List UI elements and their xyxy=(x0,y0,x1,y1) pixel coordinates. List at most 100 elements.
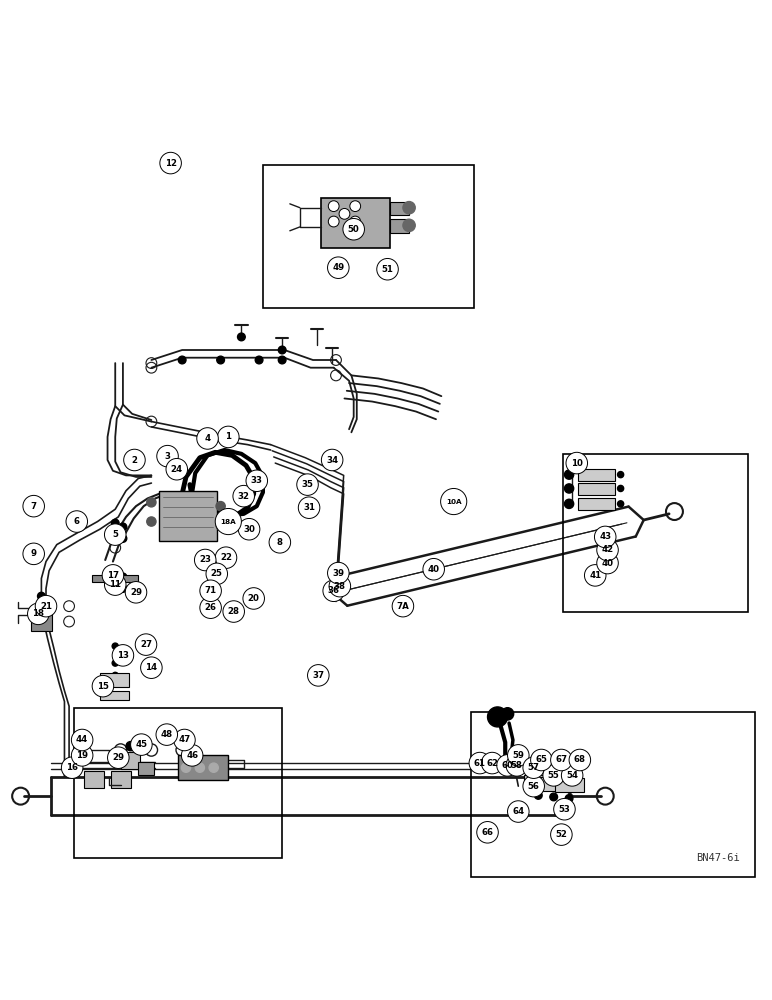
Circle shape xyxy=(618,485,624,492)
Circle shape xyxy=(111,569,119,577)
Circle shape xyxy=(279,346,286,354)
Bar xyxy=(100,691,129,700)
Text: 29: 29 xyxy=(130,588,142,597)
Circle shape xyxy=(206,563,228,585)
Text: 52: 52 xyxy=(555,830,567,839)
Text: 17: 17 xyxy=(107,571,119,580)
Circle shape xyxy=(174,729,195,751)
Circle shape xyxy=(200,597,222,618)
Text: 33: 33 xyxy=(251,476,262,485)
Circle shape xyxy=(597,552,618,574)
Text: 53: 53 xyxy=(558,805,571,814)
Text: 68: 68 xyxy=(574,755,586,764)
Circle shape xyxy=(561,765,583,786)
Text: 64: 64 xyxy=(513,807,524,816)
Circle shape xyxy=(441,488,467,515)
Circle shape xyxy=(543,765,564,786)
Circle shape xyxy=(343,218,364,240)
Circle shape xyxy=(112,645,134,666)
Text: 50: 50 xyxy=(348,225,360,234)
Circle shape xyxy=(111,531,119,538)
Circle shape xyxy=(534,792,542,799)
Circle shape xyxy=(126,742,135,751)
Circle shape xyxy=(256,356,263,364)
Text: 32: 32 xyxy=(238,492,249,501)
Circle shape xyxy=(392,595,414,617)
Circle shape xyxy=(181,745,203,766)
Text: 30: 30 xyxy=(243,525,255,534)
Circle shape xyxy=(327,257,349,278)
Bar xyxy=(138,762,154,775)
Circle shape xyxy=(550,767,557,775)
Circle shape xyxy=(327,562,349,584)
Circle shape xyxy=(550,793,557,801)
Text: 46: 46 xyxy=(186,751,198,760)
Circle shape xyxy=(564,484,574,493)
Circle shape xyxy=(30,610,38,618)
Text: 49: 49 xyxy=(332,263,344,272)
Text: 22: 22 xyxy=(220,553,232,562)
Text: 39: 39 xyxy=(332,569,344,578)
Circle shape xyxy=(135,634,157,655)
Bar xyxy=(555,778,584,792)
Text: 10A: 10A xyxy=(446,499,462,505)
Circle shape xyxy=(423,558,445,580)
Circle shape xyxy=(507,745,529,766)
Text: 40: 40 xyxy=(428,565,440,574)
Text: 15: 15 xyxy=(97,682,109,691)
Circle shape xyxy=(23,543,45,565)
Circle shape xyxy=(523,757,544,778)
Text: 25: 25 xyxy=(211,569,222,578)
Circle shape xyxy=(594,526,616,548)
Text: 37: 37 xyxy=(312,671,324,680)
Text: 34: 34 xyxy=(326,456,338,465)
Text: 26: 26 xyxy=(205,603,217,612)
Text: 23: 23 xyxy=(199,555,212,564)
Circle shape xyxy=(506,755,527,776)
Circle shape xyxy=(307,665,329,686)
Text: 16: 16 xyxy=(66,763,78,772)
Circle shape xyxy=(197,428,218,449)
Circle shape xyxy=(209,763,218,772)
Circle shape xyxy=(329,575,350,597)
Text: BN47-6i: BN47-6i xyxy=(696,853,740,863)
Bar xyxy=(390,202,409,215)
Bar xyxy=(178,755,229,780)
Circle shape xyxy=(550,749,572,771)
Circle shape xyxy=(523,775,544,797)
Circle shape xyxy=(223,601,245,622)
Text: 14: 14 xyxy=(145,663,157,672)
Circle shape xyxy=(112,672,118,678)
Circle shape xyxy=(36,595,57,617)
Circle shape xyxy=(496,755,518,776)
Text: 28: 28 xyxy=(228,607,239,616)
Circle shape xyxy=(530,749,552,771)
Circle shape xyxy=(215,508,242,535)
Circle shape xyxy=(71,729,93,751)
Circle shape xyxy=(403,219,415,232)
Text: 6: 6 xyxy=(74,517,80,526)
Bar xyxy=(578,498,615,510)
Circle shape xyxy=(104,524,126,545)
Circle shape xyxy=(296,474,318,495)
Circle shape xyxy=(566,452,587,474)
Bar xyxy=(111,771,130,788)
Circle shape xyxy=(38,592,46,600)
Text: 2: 2 xyxy=(131,456,137,465)
Circle shape xyxy=(111,581,119,588)
Circle shape xyxy=(501,708,513,720)
Text: 48: 48 xyxy=(161,730,173,739)
Circle shape xyxy=(156,724,178,745)
Text: 42: 42 xyxy=(601,545,614,554)
Circle shape xyxy=(482,752,503,774)
Circle shape xyxy=(157,445,178,467)
Text: 60: 60 xyxy=(502,761,513,770)
Circle shape xyxy=(62,757,83,778)
Circle shape xyxy=(618,472,624,478)
Text: 21: 21 xyxy=(40,602,52,611)
Circle shape xyxy=(246,470,268,492)
Text: 58: 58 xyxy=(511,761,523,770)
Bar xyxy=(320,198,390,248)
Text: 12: 12 xyxy=(164,159,177,168)
Circle shape xyxy=(28,603,49,625)
